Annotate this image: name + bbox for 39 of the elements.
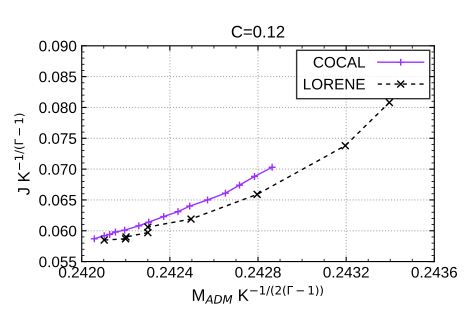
point <box>174 207 182 216</box>
y-tick-label: 0.075 <box>39 133 76 144</box>
point <box>250 172 259 181</box>
y-tick-label: 0.060 <box>39 226 76 236</box>
y-axis-title: J K$^{−1/(Γ−1)}$ <box>14 114 30 196</box>
y-tick-label: 0.085 <box>39 71 76 82</box>
point <box>252 190 262 199</box>
point <box>100 236 108 244</box>
point <box>268 163 276 172</box>
y-tick-label: 0.065 <box>39 194 76 206</box>
x-tick-label: 0.2436 <box>412 266 458 278</box>
y-tick-label: 0.070 <box>39 164 76 175</box>
point <box>144 222 152 232</box>
point <box>203 196 212 204</box>
x-tick-label: 0.2428 <box>235 266 281 278</box>
point <box>134 222 143 230</box>
x-axis-title: M$_{ADM}$ K$^{−1/(2(Γ−1))}$ <box>192 286 323 304</box>
point <box>235 180 244 190</box>
point <box>186 202 194 210</box>
y-tick-label: 0.080 <box>39 102 76 114</box>
x-tick-label: 0.2424 <box>147 266 193 278</box>
point <box>121 234 130 243</box>
chart-title: C=0.12 <box>232 26 284 38</box>
point <box>120 226 129 234</box>
point <box>221 188 230 198</box>
y-tick-label: 0.055 <box>39 256 76 268</box>
point <box>341 142 350 150</box>
x-tick-label: 0.2432 <box>323 266 369 278</box>
x-tick-label: 0.2420 <box>58 266 104 278</box>
point <box>186 214 196 224</box>
point <box>90 234 98 243</box>
point <box>144 218 153 226</box>
y-tick-label: 0.090 <box>39 40 76 52</box>
point <box>144 228 152 237</box>
legend-label: LORENE <box>304 78 365 90</box>
legend-label: COCAL <box>314 56 366 68</box>
point <box>385 98 394 107</box>
point <box>160 212 168 221</box>
point <box>122 232 130 242</box>
